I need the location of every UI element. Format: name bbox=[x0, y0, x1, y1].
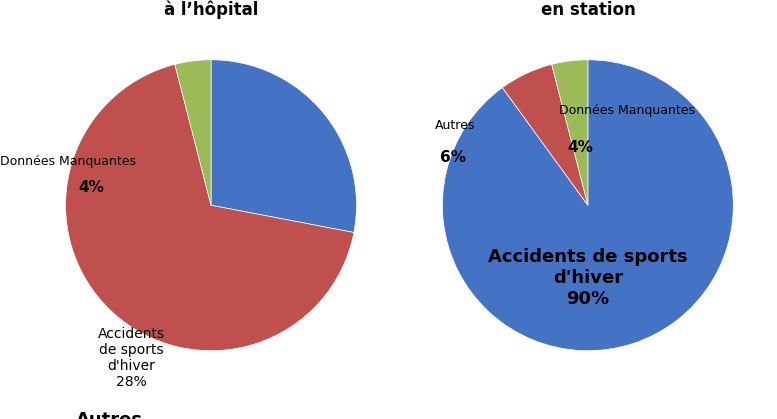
Wedge shape bbox=[503, 65, 588, 205]
Text: 6%: 6% bbox=[441, 150, 466, 166]
Wedge shape bbox=[65, 65, 354, 351]
Title: Circonstances du traumatisme
en station: Circonstances du traumatisme en station bbox=[444, 0, 731, 19]
Text: 4%: 4% bbox=[78, 180, 104, 194]
Text: 4%: 4% bbox=[568, 140, 594, 155]
Text: Accidents de sports
d'hiver
90%: Accidents de sports d'hiver 90% bbox=[488, 248, 688, 308]
Title: Circonstances du traumatisme
à l’hôpital: Circonstances du traumatisme à l’hôpital bbox=[68, 0, 354, 19]
Wedge shape bbox=[552, 60, 588, 205]
Text: Autres
68%: Autres 68% bbox=[75, 411, 143, 419]
Text: Accidents
de sports
d'hiver
28%: Accidents de sports d'hiver 28% bbox=[97, 327, 165, 389]
Text: Autres: Autres bbox=[435, 119, 476, 132]
Text: Données Manquantes: Données Manquantes bbox=[0, 155, 136, 168]
Wedge shape bbox=[442, 60, 733, 351]
Wedge shape bbox=[211, 60, 357, 233]
Text: Données Manquantes: Données Manquantes bbox=[559, 104, 695, 117]
Wedge shape bbox=[175, 60, 211, 205]
